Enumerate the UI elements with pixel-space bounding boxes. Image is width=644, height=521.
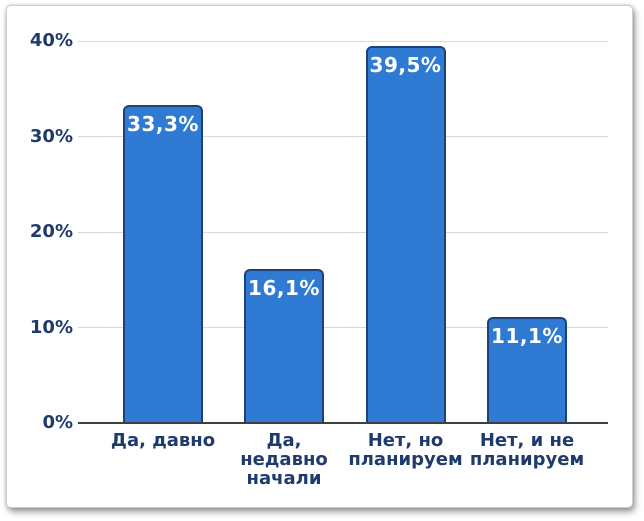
gridline-40% <box>78 40 608 42</box>
y-tick-label: 0% <box>42 412 73 433</box>
x-category-label: Нет, и не планируем <box>469 430 585 470</box>
bar: 16,1% <box>244 269 324 423</box>
bar-value-label: 11,1% <box>491 323 563 348</box>
chart-card-background <box>6 5 633 508</box>
y-tick-label: 30% <box>29 125 73 147</box>
bar-value-label: 33,3% <box>127 111 199 136</box>
bar-value-label: 16,1% <box>248 276 320 301</box>
x-category-label: Да, давно <box>110 430 216 451</box>
y-tick-label: 20% <box>29 221 73 242</box>
x-category-label: Нет, но планируем <box>348 430 463 470</box>
y-tick-label: 10% <box>29 316 73 338</box>
bar: 11,1% <box>487 316 567 423</box>
y-tick-label: 40% <box>29 30 73 51</box>
gridline-30% <box>78 136 608 137</box>
gridline-20% <box>78 231 608 233</box>
bar: 39,5% <box>365 45 446 423</box>
x-axis-line <box>78 422 608 424</box>
bar-value-label: 39,5% <box>369 52 442 77</box>
gridline-10% <box>78 327 608 328</box>
bar: 33,3% <box>123 104 203 423</box>
x-category-label: Да, недавно начали <box>240 430 328 489</box>
